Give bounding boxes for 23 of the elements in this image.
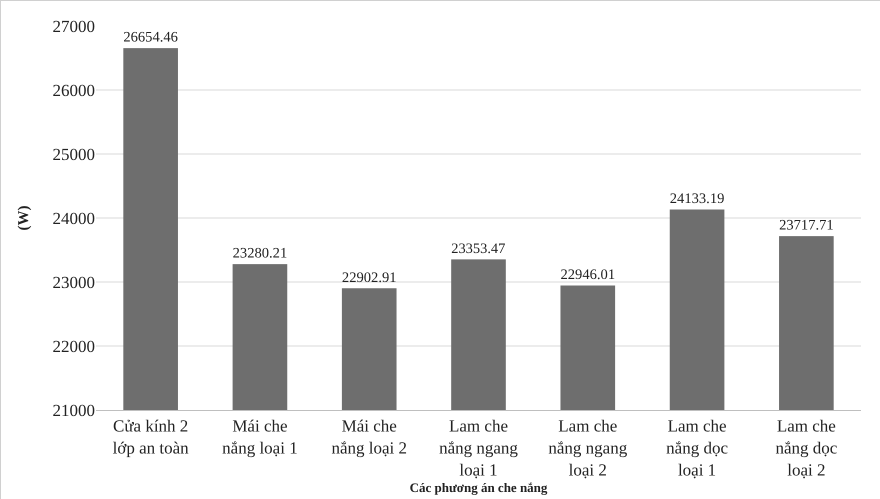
- y-tick-label: 27000: [52, 16, 95, 36]
- x-tick-label: Mái che nắng loại 2: [331, 416, 407, 458]
- x-tick-label: Lam che nắng ngang loại 1: [439, 416, 518, 480]
- y-tick-label: 24000: [52, 208, 95, 228]
- data-label: 23717.71: [779, 218, 834, 234]
- x-tick-label: Cửa kính 2 lớp an toàn: [112, 416, 190, 458]
- x-tick-label: Lam che nắng ngang loại 2: [548, 416, 628, 480]
- y-tick-label: 26000: [52, 80, 95, 100]
- data-label: 22946.01: [560, 267, 616, 284]
- y-tick-label: 21000: [52, 400, 95, 420]
- y-axis-title: (W): [16, 206, 32, 230]
- data-label: 26654.46: [123, 30, 178, 46]
- x-tick-label: Lam che nắng dọc loại 1: [666, 416, 728, 480]
- y-tick-label: 25000: [52, 144, 95, 164]
- data-label: 23353.47: [451, 240, 506, 257]
- y-tick-label: 23000: [52, 272, 95, 292]
- x-axis-title: Các phương án che nắng: [410, 480, 548, 496]
- y-tick-label: 22000: [52, 336, 95, 356]
- data-label: 24133.19: [670, 191, 724, 208]
- x-tick-label: Lam che nắng dọc loại 2: [775, 416, 838, 480]
- data-label: 22902.91: [342, 270, 397, 286]
- x-tick-label: Mái che nắng loại 1: [222, 416, 298, 458]
- data-label: 23280.21: [232, 246, 288, 262]
